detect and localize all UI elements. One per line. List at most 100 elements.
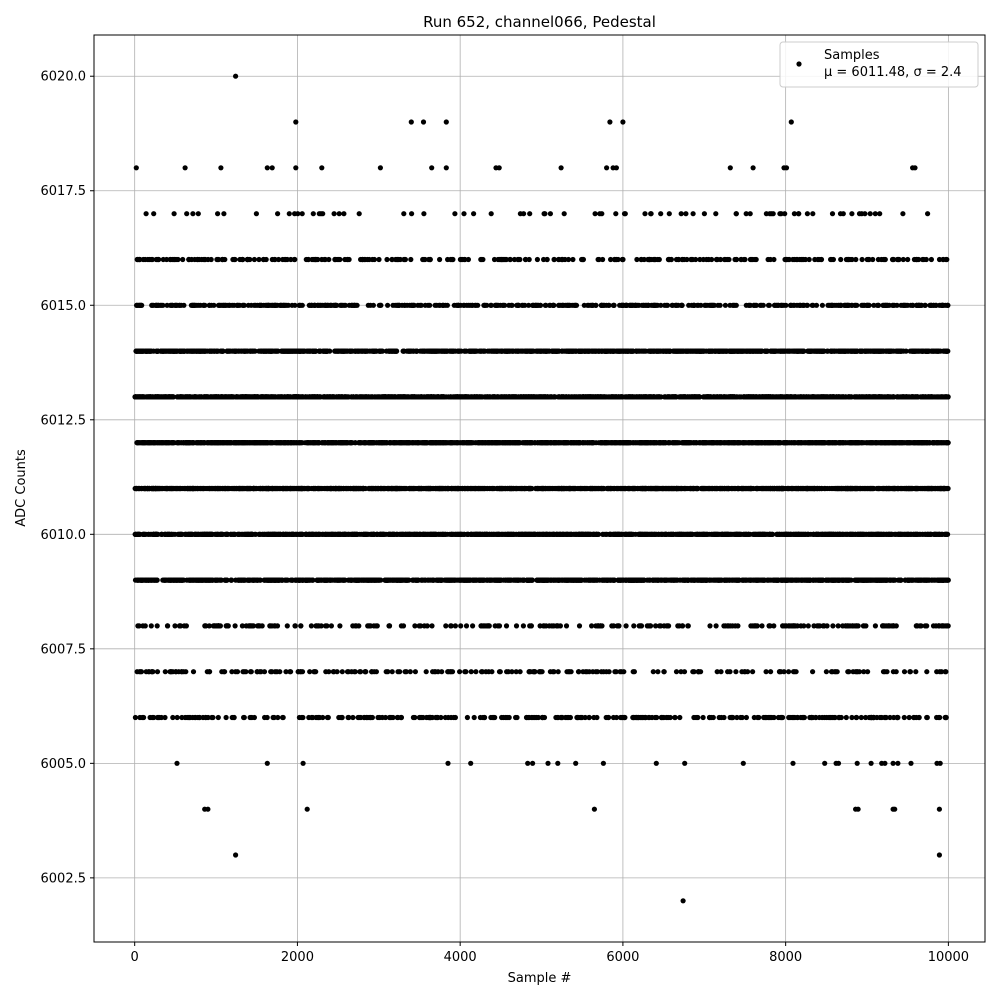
data-point — [356, 714, 362, 721]
data-point — [237, 485, 243, 492]
data-point — [860, 577, 867, 583]
data-point — [423, 714, 430, 721]
data-point — [785, 577, 791, 583]
data-point — [761, 577, 768, 583]
data-point — [631, 669, 638, 675]
data-point — [695, 669, 702, 675]
data-point — [631, 623, 637, 629]
data-point — [183, 669, 189, 675]
data-point — [486, 623, 492, 629]
data-point — [597, 623, 603, 629]
data-point — [452, 714, 458, 721]
data-point — [676, 531, 683, 537]
data-point — [410, 714, 416, 721]
data-point — [254, 669, 260, 675]
data-point — [382, 714, 389, 721]
data-point — [534, 577, 540, 583]
data-point — [344, 669, 351, 675]
data-point — [267, 623, 273, 629]
data-point — [352, 669, 358, 675]
data-point — [830, 623, 836, 629]
data-point — [492, 623, 498, 629]
data-point — [544, 577, 551, 583]
data-point — [317, 485, 323, 492]
data-point — [496, 623, 503, 629]
data-point — [661, 623, 667, 629]
data-point — [264, 714, 270, 721]
data-point — [857, 531, 864, 537]
data-point — [218, 577, 224, 583]
data-point — [691, 669, 697, 675]
data-point — [934, 669, 940, 675]
data-point — [863, 623, 869, 629]
data-point — [309, 714, 315, 721]
data-point — [256, 623, 262, 629]
data-point — [310, 485, 316, 492]
data-point — [644, 577, 650, 583]
data-point — [173, 669, 179, 675]
data-point — [695, 531, 701, 537]
data-point — [483, 669, 489, 675]
data-point — [541, 623, 547, 629]
data-point — [682, 577, 689, 583]
data-point — [918, 623, 924, 629]
data-point — [587, 531, 593, 537]
data-point — [154, 669, 161, 675]
data-point — [323, 577, 329, 583]
data-point — [162, 714, 168, 721]
data-point — [337, 623, 343, 629]
data-point — [272, 669, 278, 675]
data-point — [513, 669, 519, 675]
data-point — [886, 531, 892, 537]
data-point — [648, 623, 654, 629]
data-point — [934, 714, 940, 721]
data-point — [930, 623, 937, 629]
data-point — [713, 623, 719, 629]
data-point — [275, 714, 281, 721]
data-point — [850, 531, 856, 537]
data-point — [473, 669, 479, 675]
data-point — [161, 577, 167, 583]
data-point — [786, 623, 792, 629]
data-point — [564, 714, 570, 721]
data-point — [368, 714, 374, 721]
data-point — [866, 531, 872, 537]
data-point — [814, 623, 820, 629]
data-point — [559, 714, 565, 721]
data-point — [407, 485, 413, 492]
data-point — [203, 485, 209, 492]
data-point — [313, 531, 319, 537]
data-point — [520, 623, 527, 629]
data-point — [836, 531, 843, 537]
data-point — [645, 714, 652, 721]
data-point — [216, 623, 222, 629]
data-point — [874, 577, 880, 583]
data-point — [322, 531, 329, 537]
data-point — [575, 669, 582, 675]
data-point — [488, 714, 494, 721]
data-point — [739, 714, 745, 721]
data-point — [363, 669, 369, 675]
data-point — [547, 669, 554, 675]
data-point — [795, 531, 801, 537]
data-point — [650, 577, 656, 583]
data-point — [268, 577, 274, 583]
data-point — [168, 669, 174, 675]
data-point — [752, 623, 758, 629]
data-point — [566, 669, 572, 675]
data-point — [472, 531, 478, 537]
data-point — [629, 577, 635, 583]
data-point — [792, 714, 798, 721]
data-point — [579, 714, 585, 721]
data-point — [299, 714, 305, 721]
data-point — [907, 669, 913, 675]
data-point — [215, 714, 221, 721]
data-point — [901, 714, 907, 721]
data-point — [649, 714, 655, 721]
data-point — [172, 623, 178, 629]
data-point — [799, 577, 805, 583]
data-point — [229, 577, 235, 583]
data-point — [249, 714, 255, 721]
data-point — [488, 531, 494, 537]
data-point — [291, 531, 297, 537]
